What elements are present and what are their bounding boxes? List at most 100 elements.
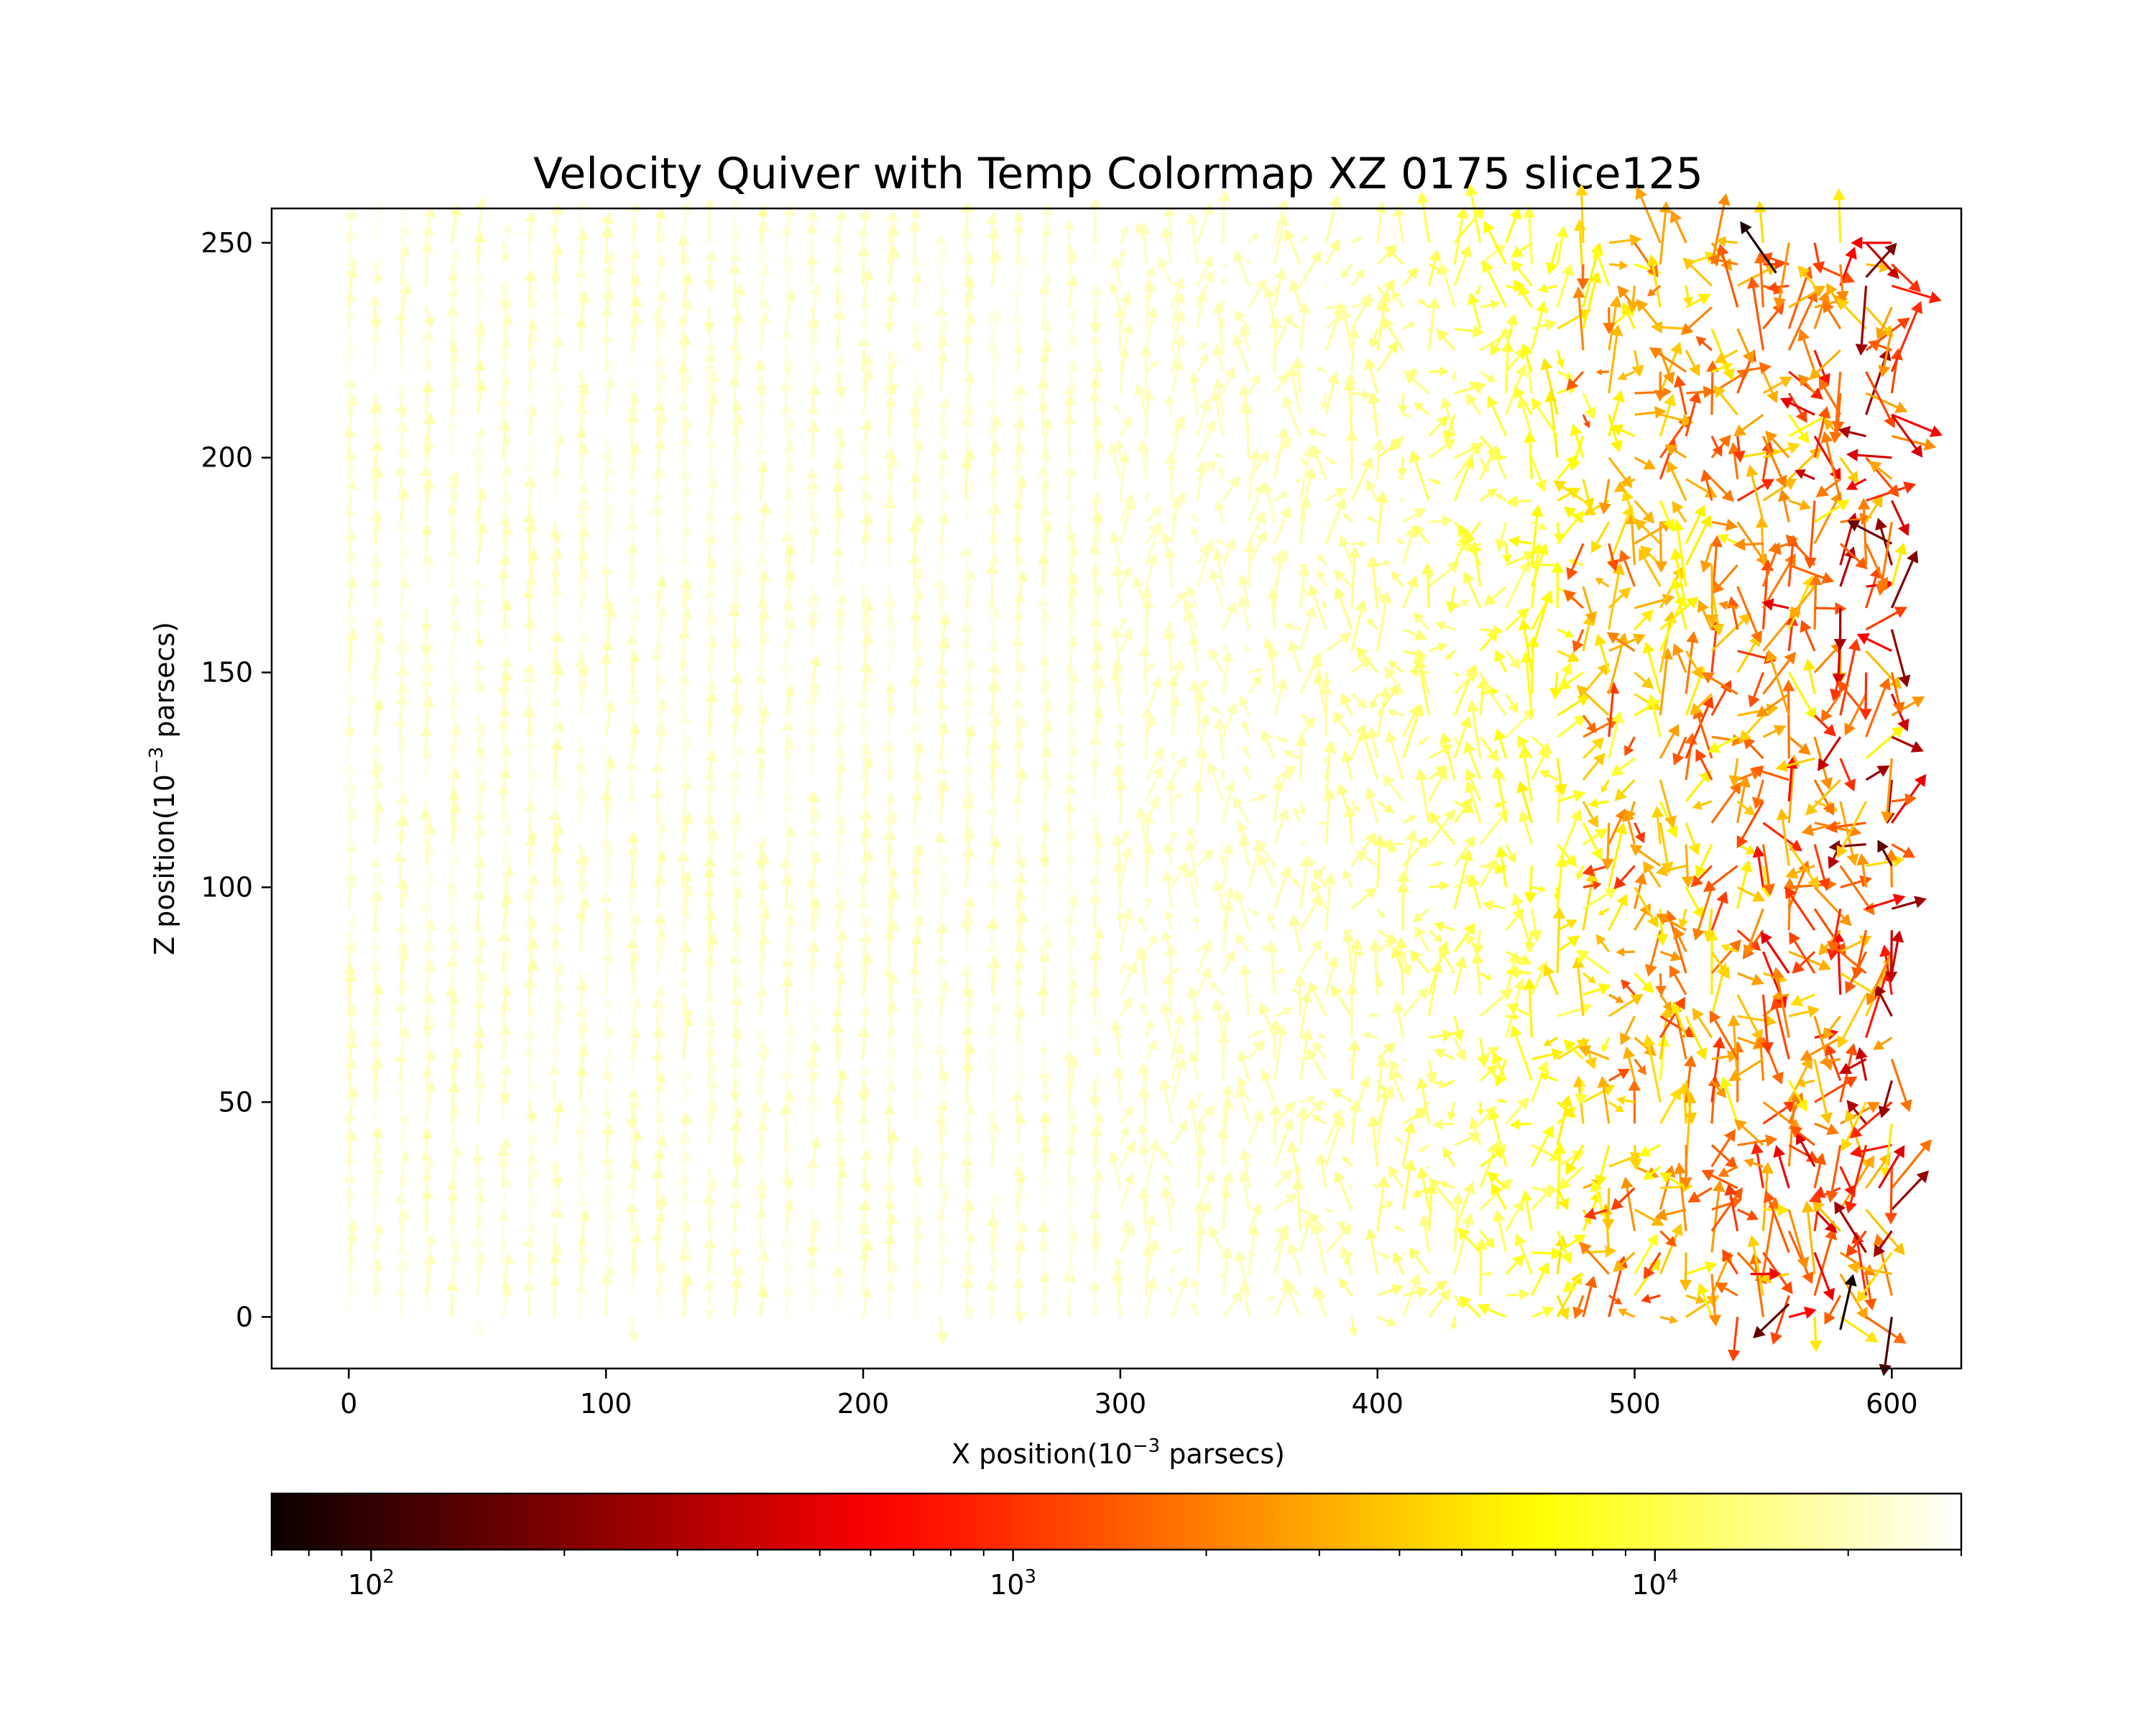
quiver-arrow: [576, 1251, 590, 1296]
quiver-arrow: [1413, 651, 1430, 694]
quiver-arrow: [1299, 1208, 1309, 1214]
quiver-arrow: [1803, 658, 1816, 694]
quiver-arrow: [550, 1123, 562, 1146]
quiver-arrow: [1239, 695, 1250, 716]
quiver-arrow: [1539, 1072, 1558, 1082]
quiver-arrow: [574, 500, 587, 525]
quiver-arrow: [1479, 857, 1497, 888]
quiver-arrow: [578, 566, 591, 609]
quiver-arrow-highlight: [1839, 1274, 1857, 1330]
quiver-arrow: [1524, 865, 1537, 904]
quiver-arrow: [1112, 860, 1125, 909]
quiver-arrow: [1170, 659, 1185, 694]
quiver-arrow: [1494, 728, 1508, 759]
quiver-arrow: [1684, 1080, 1697, 1125]
quiver-arrow: [959, 543, 973, 569]
quiver-arrow: [628, 1259, 641, 1296]
quiver-arrow: [1238, 834, 1251, 866]
quiver-arrow: [730, 1026, 744, 1059]
quiver-arrow: [1453, 244, 1472, 287]
quiver-arrow: [345, 1282, 358, 1317]
quiver-arrow: [551, 1166, 563, 1189]
quiver-arrow: [1248, 278, 1267, 308]
quiver-arrow: [1339, 306, 1353, 351]
quiver-arrow: [1013, 1111, 1027, 1146]
quiver-arrow: [1348, 546, 1361, 609]
quiver-arrow: [834, 371, 847, 400]
quiver-arrow: [1520, 1190, 1533, 1231]
quiver-arrow: [1404, 372, 1430, 395]
quiver-arrow: [1695, 748, 1713, 781]
quiver-arrow: [1685, 1261, 1718, 1276]
quiver-arrow: [655, 254, 668, 286]
quiver-arrow: [1245, 259, 1250, 265]
quiver-arrow: [1041, 203, 1054, 244]
quiver-arrow: [448, 526, 461, 566]
quiver-arrow: [1237, 594, 1250, 630]
quiver-arrow: [602, 500, 614, 523]
x-tick-label: 600: [1866, 1388, 1918, 1420]
quiver-arrow: [448, 938, 461, 974]
quiver-arrow: [525, 448, 538, 479]
quiver-arrow: [1736, 994, 1763, 1042]
quiver-arrow: [1577, 1045, 1610, 1061]
quiver-arrow: [1248, 530, 1268, 566]
quiver-arrow: [1299, 605, 1317, 652]
quiver-arrow: [1388, 1068, 1404, 1103]
quiver-arrow: [1520, 343, 1533, 372]
y-tick-label: 250: [201, 227, 253, 259]
quiver-arrow: [1891, 696, 1925, 717]
quiver-arrow: [1119, 226, 1128, 244]
quiver-arrow: [858, 469, 872, 501]
quiver-arrow: [1392, 1251, 1404, 1275]
quiver-arrow: [1608, 632, 1628, 694]
quiver-arrow: [1170, 490, 1187, 523]
quiver-arrow: [1428, 860, 1443, 868]
quiver-arrow: [1324, 758, 1327, 765]
quiver-arrow: [1711, 1050, 1740, 1063]
quiver-arrow: [1325, 456, 1336, 464]
quiver-arrow: [1350, 801, 1360, 813]
quiver-arrow: [1453, 206, 1469, 264]
quiver-arrow: [1163, 205, 1176, 243]
quiver-arrow: [1761, 994, 1774, 1054]
quiver-arrow: [885, 607, 898, 633]
quiver-arrow: [1666, 460, 1687, 502]
quiver-arrow: [1835, 264, 1849, 303]
quiver-arrow: [1220, 298, 1225, 308]
quiver-arrow: [525, 573, 538, 609]
quiver-arrow: [1631, 349, 1644, 377]
quiver-arrow: [1733, 1118, 1764, 1146]
quiver-arrow: [1296, 371, 1302, 376]
quiver-arrow: [1164, 909, 1174, 931]
quiver-arrow: [1113, 737, 1125, 759]
quiver-arrow: [1624, 736, 1636, 757]
quiver-arrow: [935, 1317, 949, 1345]
quiver-arrow: [806, 208, 819, 243]
chart-title: Velocity Quiver with Temp Colormap XZ 01…: [533, 149, 1703, 199]
quiver-arrow: [1736, 586, 1763, 644]
quiver-arrow: [1877, 840, 1893, 867]
quiver-arrow: [1291, 877, 1302, 888]
quiver-arrow: [498, 513, 512, 544]
quiver-arrow: [1136, 439, 1150, 479]
quiver-arrow: [420, 607, 433, 635]
quiver-arrow: [1351, 236, 1363, 244]
quiver-arrow: [1457, 1227, 1482, 1254]
quiver-arrow: [1697, 599, 1713, 630]
quiver-arrow: [396, 792, 409, 824]
quiver-arrow: [1815, 478, 1841, 497]
quiver-arrow: [1501, 543, 1512, 564]
quiver-arrow: [1531, 520, 1548, 530]
quiver-arrow: [1703, 908, 1716, 943]
quiver-arrow: [1710, 193, 1731, 265]
quiver-arrow: [1760, 931, 1790, 974]
quiver-arrow: [1187, 985, 1199, 1017]
quiver-arrow: [1222, 949, 1236, 974]
quiver-arrow: [959, 908, 973, 934]
quiver-arrow: [1145, 796, 1160, 824]
quiver-arrow: [1583, 1085, 1616, 1103]
quiver-arrow: [1248, 374, 1260, 394]
quiver-arrow: [1310, 444, 1327, 480]
